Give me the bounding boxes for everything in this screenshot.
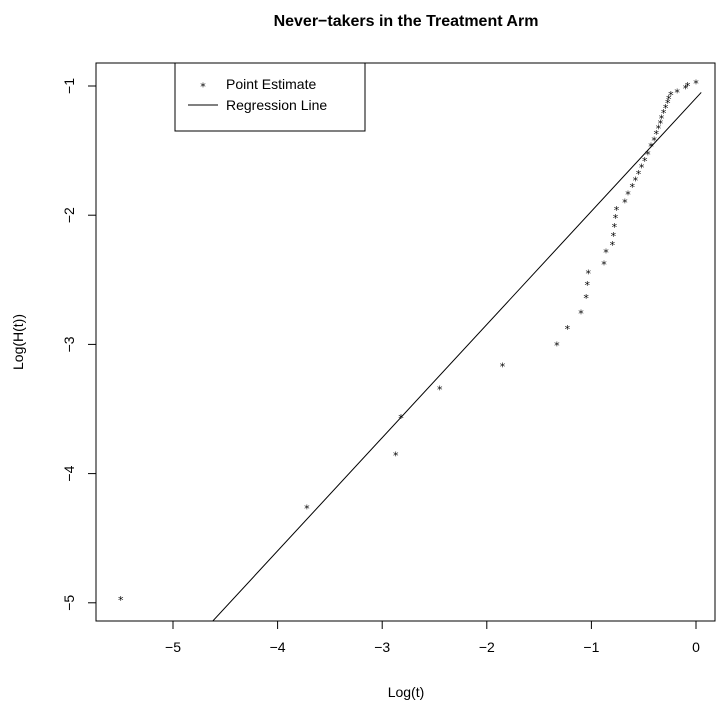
data-point: *: [685, 80, 691, 93]
y-tick-label: −2: [61, 207, 77, 223]
data-point: *: [611, 230, 617, 243]
data-point: *: [614, 204, 620, 217]
x-tick-label: −2: [479, 639, 495, 655]
data-point: *: [636, 168, 642, 181]
x-tick-label: −5: [165, 639, 181, 655]
data-point: *: [629, 181, 635, 194]
data-point: *: [663, 102, 669, 115]
legend: * Point Estimate Regression Line: [174, 62, 366, 132]
data-point: *: [639, 161, 645, 174]
data-point: *: [118, 594, 124, 607]
legend-point-symbol: *: [200, 81, 206, 94]
data-point: *: [656, 123, 662, 136]
data-point: *: [666, 93, 672, 106]
data-point: *: [648, 141, 654, 154]
plot-area: ************************************** * *…: [118, 77, 702, 621]
data-point: *: [603, 247, 609, 260]
x-tick-label: −1: [583, 639, 599, 655]
x-axis: −5 −4 −3 −2 −1 0: [165, 620, 700, 655]
data-point: *: [642, 155, 648, 168]
data-point: *: [610, 239, 616, 252]
data-point: *: [584, 279, 590, 292]
data-point: *: [601, 258, 607, 271]
data-point: *: [500, 360, 506, 373]
y-tick-label: −4: [61, 465, 77, 481]
legend-point-label: Point Estimate: [226, 76, 316, 92]
data-point: *: [658, 117, 664, 130]
data-point: *: [622, 196, 628, 209]
chart-title: Never−takers in the Treatment Arm: [274, 13, 539, 30]
regression-layer: [212, 92, 702, 621]
legend-box: [174, 62, 366, 132]
data-point: *: [683, 83, 689, 96]
data-point: *: [651, 134, 657, 147]
y-tick-label: −5: [61, 595, 77, 611]
data-point: *: [661, 107, 667, 120]
y-tick-label: −3: [61, 336, 77, 352]
data-point: *: [625, 189, 631, 202]
data-point: *: [674, 86, 680, 99]
data-point: *: [586, 267, 592, 280]
data-point: *: [659, 112, 665, 125]
y-tick-label: −1: [61, 78, 77, 94]
regression-line: [212, 92, 702, 621]
data-point: *: [654, 128, 660, 141]
data-point: *: [398, 412, 404, 425]
x-tick-label: −4: [270, 639, 286, 655]
y-axis-label: Log(H(t)): [10, 314, 26, 370]
data-point: *: [578, 307, 584, 320]
data-point: *: [393, 450, 399, 463]
y-axis: −5 −4 −3 −2 −1: [61, 78, 97, 611]
data-point: *: [665, 97, 671, 110]
data-point: *: [304, 502, 310, 515]
legend-line-label: Regression Line: [226, 97, 327, 113]
x-tick-label: 0: [692, 639, 700, 655]
data-point: *: [612, 221, 618, 234]
x-tick-label: −3: [374, 639, 390, 655]
data-point: *: [613, 212, 619, 225]
data-point: *: [668, 89, 674, 102]
data-point: *: [437, 384, 443, 397]
data-point: *: [565, 323, 571, 336]
data-point: *: [633, 174, 639, 187]
x-axis-label: Log(t): [388, 684, 425, 700]
data-point: *: [645, 148, 651, 161]
points-layer: ************************************** * *…: [118, 77, 699, 607]
data-point: *: [583, 292, 589, 305]
data-point: *: [693, 77, 699, 90]
data-point: *: [554, 340, 560, 353]
